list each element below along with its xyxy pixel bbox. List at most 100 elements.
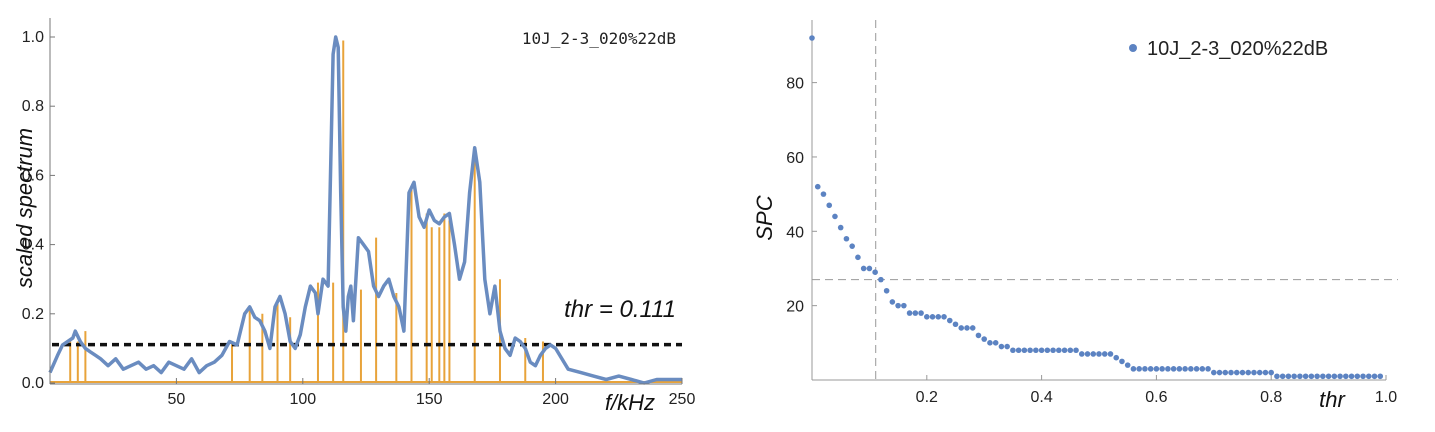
spc-point [1010, 347, 1016, 354]
spc-point [1182, 366, 1188, 372]
spc-point [1256, 369, 1263, 376]
y-tick-label: 0.0 [22, 375, 44, 392]
spc-point [1159, 366, 1165, 372]
spc-point [1291, 373, 1297, 380]
spc-point [1021, 347, 1028, 354]
spc-point [935, 314, 942, 320]
spc-point [1038, 347, 1045, 354]
spc-point [1297, 373, 1303, 380]
spc-point [1188, 366, 1194, 372]
spectrum-axes [49, 18, 682, 385]
spc-point [878, 276, 884, 283]
spc-point [1056, 347, 1062, 354]
spc-point [981, 336, 987, 342]
spc-point [872, 269, 878, 275]
spc-point [814, 183, 821, 190]
spc-point [1050, 347, 1056, 354]
spc-point [1274, 373, 1280, 380]
spc-point [1170, 366, 1177, 372]
spc-point [1348, 373, 1355, 380]
spectrum-chart: 0.0 0.2 0.4 0.6 0.8 1.0 50 100 150 200 250 10J_2-3… [12, 18, 695, 415]
spc-point [1084, 351, 1091, 357]
spc-point [969, 325, 976, 331]
spc-point [918, 310, 924, 316]
spc-point [1067, 347, 1074, 354]
x-tick-label: 50 [168, 391, 186, 408]
spc-point [1027, 347, 1033, 354]
spectrum-y-axis-label: scaled spectrum [12, 128, 37, 288]
spc-point [992, 340, 999, 346]
spc-point [889, 299, 896, 305]
spc-point [1251, 369, 1257, 376]
y-tick-label: 0.8 [22, 98, 44, 115]
y-tick-label: 80 [786, 76, 804, 93]
spc-point [1119, 358, 1125, 365]
spc-x-axis-label: thr [1319, 387, 1346, 412]
spc-point [1222, 369, 1229, 376]
y-tick-label: 0.6 [22, 167, 44, 184]
spc-point [1090, 351, 1097, 357]
spc-point [901, 302, 907, 309]
spectrum-line [48, 35, 682, 385]
spc-point [1302, 373, 1309, 380]
spc-point [1073, 347, 1079, 354]
spc-point [1228, 369, 1234, 376]
spc-point [1193, 366, 1200, 372]
spc-point [1113, 354, 1120, 361]
y-tick-label: 20 [786, 299, 804, 316]
spc-point [866, 265, 873, 272]
spc-point [883, 287, 890, 294]
spc-point [1211, 369, 1217, 376]
spc-point [1033, 347, 1039, 354]
spc-point [860, 265, 867, 272]
spc-point [1096, 351, 1102, 357]
spc-point [941, 314, 947, 320]
spc-point [1130, 366, 1137, 372]
x-tick-label: 200 [542, 391, 569, 408]
spc-point [1308, 373, 1315, 380]
spc-point [1331, 373, 1338, 380]
spc-point [1360, 373, 1366, 380]
spc-point [987, 340, 993, 346]
spc-point [843, 235, 850, 242]
y-tick-label: 40 [786, 224, 804, 241]
spc-legend-label: 10J_2-3_020%22dB [1147, 38, 1328, 60]
spc-point [1320, 373, 1326, 380]
spc-point [1015, 347, 1022, 354]
y-tick-label: 0.2 [22, 306, 44, 323]
spc-point [1153, 366, 1160, 372]
spc-point [924, 314, 930, 320]
spc-point [809, 35, 815, 41]
spc-point [1343, 373, 1349, 380]
spc-y-axis-label: SPC [752, 195, 777, 240]
x-tick-label: 0.8 [1260, 389, 1282, 406]
spc-point [998, 343, 1005, 350]
spc-point [1176, 366, 1183, 372]
spc-point [1262, 369, 1269, 376]
spc-point [952, 321, 959, 328]
spc-point [1078, 351, 1085, 357]
spc-guide-lines [812, 20, 1398, 380]
spc-point [946, 317, 953, 324]
spc-point [912, 310, 919, 316]
spc-point [1245, 369, 1252, 376]
spc-point [1147, 366, 1154, 372]
spc-point [1101, 351, 1108, 357]
spectrum-legend-label: 10J_2-3_020%22dB [522, 29, 676, 48]
spc-point [1285, 373, 1292, 380]
x-tick-label: 250 [669, 391, 696, 408]
spc-point [1325, 373, 1332, 380]
spc-point [832, 213, 838, 220]
spc-point [820, 191, 827, 197]
spc-point [855, 254, 861, 261]
spectrum-line-group [48, 35, 682, 385]
y-tick-label: 1.0 [22, 29, 44, 46]
x-tick-label: 150 [416, 391, 443, 408]
spc-point [1279, 373, 1286, 380]
spc-point [1337, 373, 1343, 380]
spc-point [906, 310, 913, 316]
spc-legend-marker [1129, 44, 1137, 52]
spc-point [975, 332, 982, 339]
x-tick-label: 0.4 [1030, 389, 1052, 406]
x-tick-label: 1.0 [1375, 389, 1397, 406]
